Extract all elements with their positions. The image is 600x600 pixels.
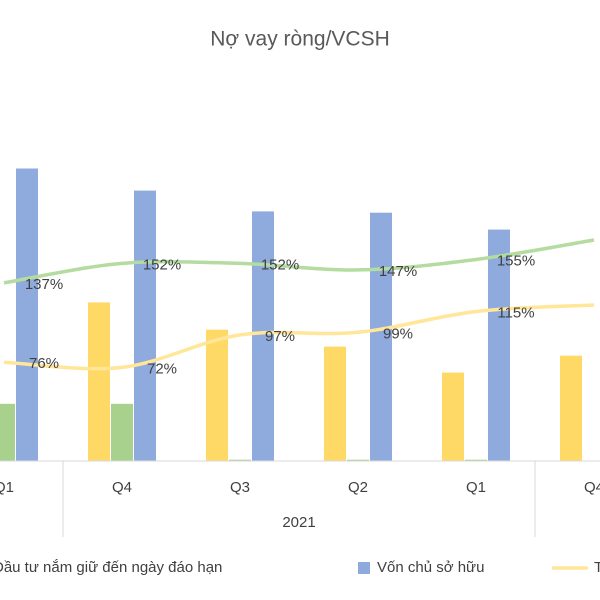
bar	[229, 459, 251, 461]
data-label: 152%	[143, 256, 181, 273]
bar	[560, 355, 582, 461]
bar	[111, 403, 133, 461]
bar	[465, 459, 487, 461]
x-tick-label: Q2	[348, 479, 368, 496]
data-label: 97%	[265, 328, 295, 345]
bar	[324, 346, 346, 461]
x-tick-label: Q4	[112, 479, 132, 496]
data-label: 147%	[379, 263, 417, 280]
x-tick-label: Q4	[584, 479, 600, 496]
bar	[370, 212, 392, 461]
data-label: 155%	[497, 252, 535, 269]
bar	[0, 403, 15, 461]
line	[3, 238, 595, 285]
bar	[252, 211, 274, 461]
data-label: 72%	[147, 360, 177, 377]
bar	[88, 302, 110, 461]
bar	[488, 229, 510, 461]
bar	[16, 168, 38, 461]
bar	[206, 329, 228, 461]
data-label: 76%	[29, 355, 59, 372]
data-label: 137%	[25, 276, 63, 293]
line	[3, 303, 595, 371]
x-tick-label: Q1	[0, 479, 14, 496]
legend-label: Vốn chủ sở hữu	[377, 559, 484, 576]
bar	[347, 459, 369, 461]
data-label: 152%	[261, 256, 299, 273]
legend-swatch	[358, 562, 370, 574]
legend-label: Đầu tư nắm giữ đến ngày đáo hạn	[0, 559, 222, 576]
legend-label: T	[594, 559, 600, 576]
chart-title: Nợ vay ròng/VCSH	[210, 28, 390, 51]
x-tick-label: Q3	[230, 479, 250, 496]
data-label: 115%	[497, 304, 534, 321]
data-label: 99%	[383, 325, 413, 342]
bar	[442, 372, 464, 461]
bar	[134, 190, 156, 461]
x-tick-label: Q1	[466, 479, 486, 496]
group-label: 2021	[282, 514, 315, 531]
